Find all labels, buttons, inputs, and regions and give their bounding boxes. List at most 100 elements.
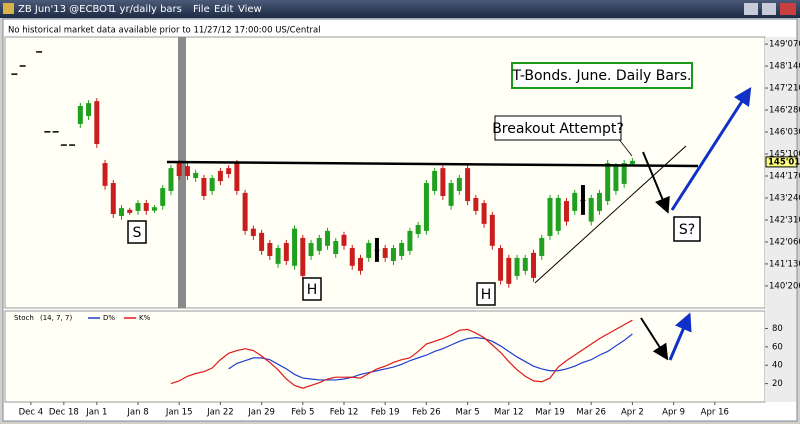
- bar-body: [382, 248, 388, 258]
- stoch-line: [228, 333, 633, 381]
- bar-body: [325, 230, 331, 246]
- annotation: S?: [679, 222, 695, 238]
- annotation-box: [673, 216, 701, 242]
- indicator-params: (14, 7, 7): [40, 314, 72, 322]
- x-tick-label: Jan 1: [85, 408, 107, 418]
- bar-body: [498, 248, 504, 281]
- bar-body: [390, 248, 396, 262]
- bar-body: [531, 252, 537, 278]
- resistance-line: [166, 160, 699, 168]
- x-tick-label: Feb 26: [412, 408, 441, 418]
- bar-body: [292, 228, 298, 266]
- bar-body: [234, 163, 240, 191]
- app-icon: [3, 3, 14, 14]
- bar-body: [209, 177, 215, 191]
- minimize-button[interactable]: [744, 3, 758, 15]
- bar-body: [300, 237, 306, 276]
- symbol[interactable]: ZB Jun'13 @ECBOT: [18, 4, 114, 15]
- bar-body: [399, 242, 405, 256]
- y-tick-label: 80: [772, 324, 783, 334]
- y-tick-label: 147'210: [769, 84, 800, 94]
- x-tick-label: Feb 5: [291, 408, 314, 418]
- x-tick-label: Feb 19: [371, 408, 400, 418]
- y-tick-label: 146'030: [769, 128, 800, 138]
- up-arrow: [670, 86, 752, 211]
- menu[interactable]: View: [238, 4, 262, 15]
- bar-body: [259, 232, 265, 251]
- bar-body: [481, 203, 487, 224]
- y-tick-label: 143'240: [769, 193, 800, 203]
- y-tick-label: 20: [772, 379, 783, 389]
- annotation-box: [302, 277, 322, 301]
- support-line: [534, 145, 687, 284]
- bar-body: [193, 172, 199, 178]
- x-tick-label: Apr 2: [621, 408, 644, 418]
- stoch-line: [170, 319, 633, 389]
- bar-body: [127, 209, 133, 213]
- last-price: 145'010: [768, 157, 800, 167]
- maximize-button[interactable]: [762, 3, 776, 15]
- bar-body: [349, 248, 355, 266]
- x-tick-label: Dec 18: [49, 408, 79, 418]
- bar-body: [374, 249, 380, 251]
- toolbar-bg: [0, 0, 800, 18]
- bar-body: [588, 197, 594, 222]
- close-button[interactable]: [780, 3, 796, 15]
- bar-body: [506, 257, 512, 284]
- down-arrow: [640, 317, 669, 361]
- x-tick-label: Jan 8: [126, 408, 148, 418]
- annotation: S: [133, 225, 142, 241]
- interval[interactable]: 1 yr/daily bars: [110, 4, 182, 15]
- bar-body: [316, 237, 322, 251]
- bar-body: [176, 163, 182, 177]
- y-tick-label: 144'170: [769, 171, 800, 181]
- bar-body: [151, 207, 157, 211]
- x-tick-label: Mar 19: [535, 408, 565, 418]
- legend-label: K%: [139, 314, 151, 322]
- bar-body: [201, 177, 207, 196]
- bar-body: [423, 183, 429, 231]
- bar-body: [250, 228, 256, 236]
- bar-body: [415, 224, 421, 234]
- bar-body: [143, 203, 149, 211]
- annotation: H: [307, 282, 318, 298]
- x-tick-label: Mar 26: [576, 408, 606, 418]
- annotation: Breakout Attempt?: [492, 121, 624, 137]
- notice: No historical market data available prio…: [8, 26, 321, 36]
- bar-body: [432, 170, 438, 191]
- bar-body: [572, 192, 578, 211]
- session-marker: [178, 37, 186, 308]
- x-tick-label: Jan 22: [206, 408, 234, 418]
- x-tick-label: Apr 16: [701, 408, 729, 418]
- bar-body: [267, 242, 273, 256]
- bar-body: [242, 192, 248, 231]
- menu[interactable]: Edit: [214, 4, 233, 15]
- down-arrow: [642, 151, 670, 214]
- up-arrow: [668, 312, 692, 361]
- x-tick-label: Jan 29: [247, 408, 275, 418]
- x-tick-label: Feb 12: [330, 408, 359, 418]
- bar-body: [333, 241, 339, 254]
- bar-body: [539, 237, 545, 256]
- bar-body: [613, 166, 619, 191]
- bar-body: [580, 199, 586, 201]
- bar-body: [308, 242, 314, 256]
- toolbar: ZB Jun'13 @ECBOT 1 yr/daily bars File Ed…: [0, 0, 800, 18]
- bar-body: [514, 257, 520, 276]
- x-tick-label: Apr 9: [662, 408, 685, 418]
- bar-body: [275, 248, 281, 264]
- annotation: H: [481, 287, 492, 303]
- annotation-box: [127, 220, 147, 244]
- legend-label: D%: [103, 314, 115, 322]
- x-tick-label: Dec 4: [19, 408, 44, 418]
- menu[interactable]: File: [193, 4, 210, 15]
- bar-body: [489, 214, 495, 246]
- bar-body: [341, 234, 347, 246]
- y-tick-label: 60: [772, 342, 783, 352]
- bar-body: [547, 197, 553, 236]
- y-tick-label: 146'280: [769, 106, 800, 116]
- x-tick-label: Jan 15: [165, 408, 193, 418]
- bar-body: [110, 183, 116, 215]
- bar-body: [357, 257, 363, 271]
